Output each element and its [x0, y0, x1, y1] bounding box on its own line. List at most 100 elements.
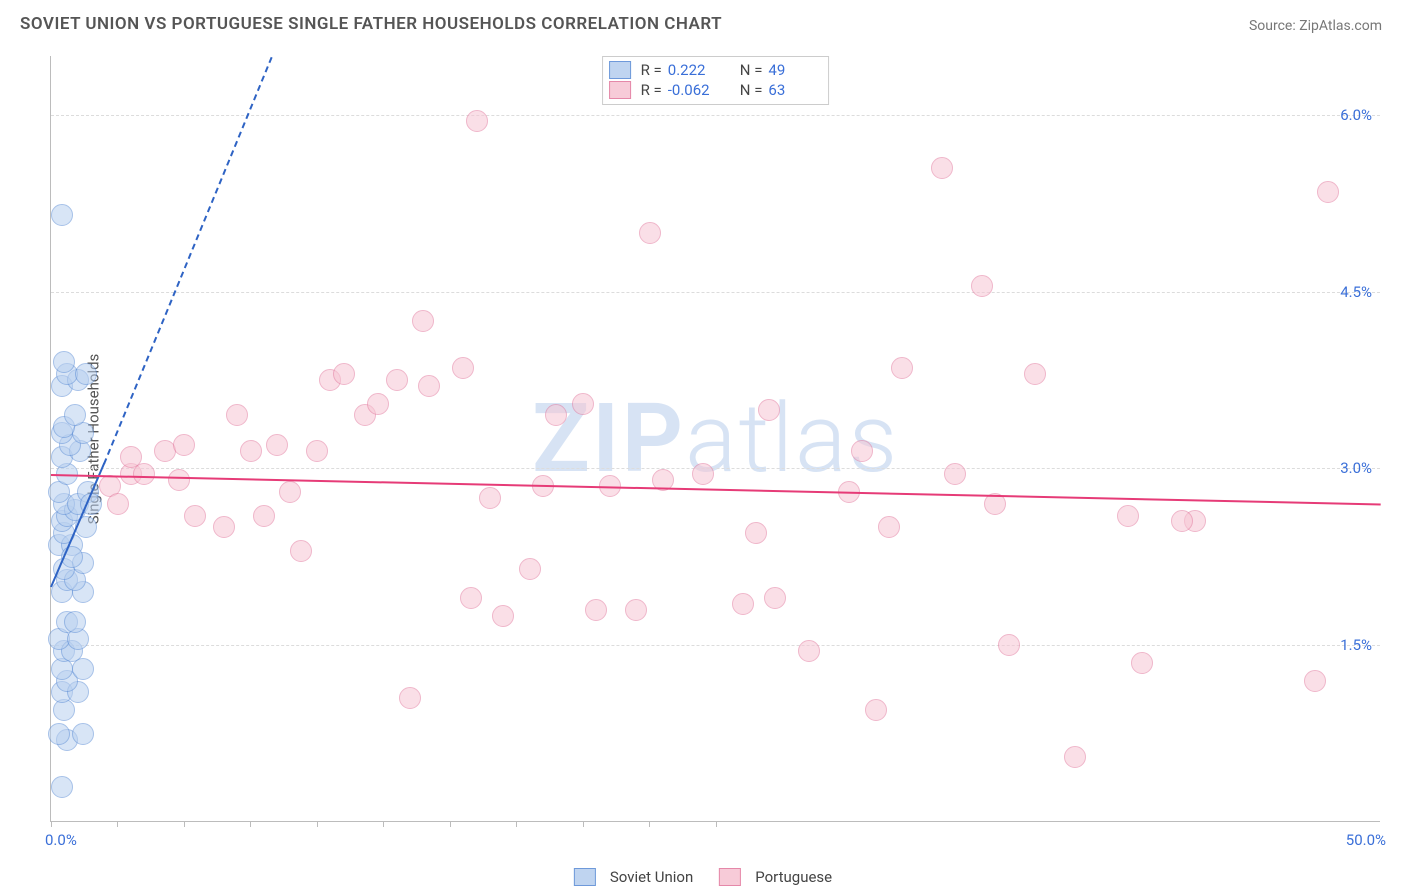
portuguese-R: -0.062 — [668, 80, 718, 100]
legend-row-portuguese: R =-0.062 N =63 — [609, 80, 819, 100]
point-portuguese — [878, 516, 900, 538]
point-soviet — [72, 723, 94, 745]
point-portuguese — [891, 357, 913, 379]
chart-title: SOVIET UNION VS PORTUGUESE SINGLE FATHER… — [20, 14, 722, 34]
point-soviet — [48, 723, 70, 745]
point-soviet — [64, 404, 86, 426]
point-portuguese — [399, 687, 421, 709]
series-legend: Soviet Union Portuguese — [574, 868, 832, 886]
point-soviet — [51, 776, 73, 798]
soviet-R: 0.222 — [668, 60, 718, 80]
x-tick-mark — [184, 821, 185, 827]
point-portuguese — [367, 393, 389, 415]
point-portuguese — [1117, 505, 1139, 527]
plot-wrap: Single Father Households ZIPatlas R =0.2… — [50, 56, 1380, 822]
gridline-h — [51, 468, 1380, 469]
point-portuguese — [213, 516, 235, 538]
x-tick-mark — [117, 821, 118, 827]
legend-label-portuguese: Portuguese — [755, 868, 832, 886]
point-portuguese — [1064, 746, 1086, 768]
gridline-h — [51, 292, 1380, 293]
x-tick-mark — [649, 821, 650, 827]
trend-line — [103, 57, 272, 464]
x-tick-mark — [450, 821, 451, 827]
point-portuguese — [168, 469, 190, 491]
point-portuguese — [758, 399, 780, 421]
point-portuguese — [931, 157, 953, 179]
point-portuguese — [492, 605, 514, 627]
point-portuguese — [585, 599, 607, 621]
point-portuguese — [764, 587, 786, 609]
y-tick-label: 6.0% — [1340, 106, 1372, 124]
point-portuguese — [279, 481, 301, 503]
point-portuguese — [998, 634, 1020, 656]
point-portuguese — [1024, 363, 1046, 385]
x-tick-label: 0.0% — [45, 831, 77, 849]
correlation-legend: R =0.222 N =49 R =-0.062 N =63 — [602, 56, 830, 105]
source-label: Source: ZipAtlas.com — [1249, 18, 1382, 34]
point-soviet — [51, 204, 73, 226]
x-tick-mark — [383, 821, 384, 827]
point-portuguese — [460, 587, 482, 609]
legend-item-portuguese: Portuguese — [719, 868, 832, 886]
point-portuguese — [798, 640, 820, 662]
point-portuguese — [226, 404, 248, 426]
legend-row-soviet: R =0.222 N =49 — [609, 60, 819, 80]
point-portuguese — [639, 222, 661, 244]
point-soviet — [75, 363, 97, 385]
x-tick-mark — [716, 821, 717, 827]
point-portuguese — [466, 110, 488, 132]
point-portuguese — [692, 463, 714, 485]
point-portuguese — [107, 493, 129, 515]
point-portuguese — [184, 505, 206, 527]
watermark-rest: atlas — [685, 383, 899, 495]
point-portuguese — [1171, 510, 1193, 532]
soviet-N: 49 — [768, 60, 818, 80]
point-portuguese — [865, 699, 887, 721]
point-portuguese — [1317, 181, 1339, 203]
point-portuguese — [240, 440, 262, 462]
point-portuguese — [519, 558, 541, 580]
swatch-soviet-icon — [574, 868, 596, 886]
point-portuguese — [452, 357, 474, 379]
swatch-portuguese — [609, 81, 631, 99]
point-portuguese — [333, 363, 355, 385]
point-portuguese — [386, 369, 408, 391]
legend-label-soviet: Soviet Union — [610, 868, 693, 886]
point-portuguese — [306, 440, 328, 462]
point-portuguese — [266, 434, 288, 456]
point-portuguese — [253, 505, 275, 527]
point-portuguese — [971, 275, 993, 297]
point-portuguese — [173, 434, 195, 456]
x-tick-mark — [317, 821, 318, 827]
point-portuguese — [290, 540, 312, 562]
plot-area: ZIPatlas R =0.222 N =49 R =-0.062 N =63 … — [50, 56, 1380, 822]
trend-line — [51, 474, 1381, 505]
point-portuguese — [1304, 670, 1326, 692]
portuguese-N: 63 — [768, 80, 818, 100]
point-portuguese — [745, 522, 767, 544]
point-portuguese — [412, 310, 434, 332]
point-portuguese — [418, 375, 440, 397]
point-portuguese — [572, 393, 594, 415]
x-tick-mark — [583, 821, 584, 827]
gridline-h — [51, 645, 1380, 646]
legend-item-soviet: Soviet Union — [574, 868, 693, 886]
point-portuguese — [625, 599, 647, 621]
x-tick-mark — [250, 821, 251, 827]
x-tick-mark — [516, 821, 517, 827]
point-portuguese — [851, 440, 873, 462]
point-soviet — [53, 351, 75, 373]
x-tick-mark — [51, 821, 52, 827]
swatch-portuguese-icon — [719, 868, 741, 886]
swatch-soviet — [609, 61, 631, 79]
point-soviet — [64, 611, 86, 633]
point-portuguese — [133, 463, 155, 485]
point-portuguese — [944, 463, 966, 485]
point-portuguese — [479, 487, 501, 509]
point-portuguese — [732, 593, 754, 615]
point-portuguese — [1131, 652, 1153, 674]
y-tick-label: 3.0% — [1340, 459, 1372, 477]
y-tick-label: 1.5% — [1340, 636, 1372, 654]
gridline-h — [51, 115, 1380, 116]
